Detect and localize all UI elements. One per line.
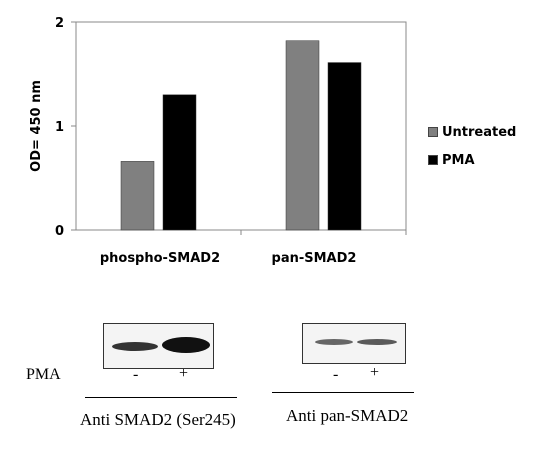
- blot-sign-pan-minus: -: [333, 366, 339, 383]
- y-tick-label: 1: [55, 120, 64, 135]
- legend-item-untreated: Untreated: [428, 118, 516, 146]
- y-tick-label: 2: [55, 16, 64, 31]
- legend-label-untreated: Untreated: [442, 124, 517, 140]
- blot-band-phospho-pma: [162, 337, 210, 353]
- blot-band-phospho-untreated: [112, 342, 158, 351]
- blot-divider-pan: [272, 392, 414, 393]
- blot-image-pan: [302, 323, 406, 364]
- bar-chart: OD= 450 nm 0 1 2 phospho-SMAD2 pan-SMAD2: [29, 16, 407, 266]
- legend-label-pma: PMA: [442, 152, 475, 168]
- y-axis-label: OD= 450 nm: [29, 80, 44, 172]
- bar-pma-1: [327, 62, 362, 231]
- blot-divider-phospho: [85, 397, 237, 398]
- blot-band-pan-pma: [357, 339, 397, 345]
- blot-sign-pan-plus: +: [370, 364, 380, 381]
- blot-image-phospho: [103, 323, 214, 369]
- plot-area: 0 1 2: [55, 16, 407, 239]
- blot-sign-phospho-plus: +: [179, 365, 189, 382]
- y-tick-label: 0: [55, 224, 64, 239]
- bar-pma-0: [162, 94, 197, 231]
- blot-row-label: PMA: [26, 366, 61, 383]
- legend-item-pma: PMA: [428, 146, 516, 174]
- blot-caption-pan: Anti pan-SMAD2: [286, 406, 409, 425]
- blot-band-pan-untreated: [315, 339, 353, 345]
- legend: Untreated PMA: [428, 118, 516, 174]
- bar-untreated-1: [285, 40, 320, 231]
- bar-untreated-0: [120, 161, 155, 231]
- blot-caption-phospho: Anti SMAD2 (Ser245): [80, 410, 236, 429]
- x-tick-label-phospho-smad2: phospho-SMAD2: [100, 251, 220, 266]
- legend-swatch-untreated: [428, 127, 438, 137]
- blot-sign-phospho-minus: -: [133, 366, 139, 383]
- legend-swatch-pma: [428, 155, 438, 165]
- x-tick-label-pan-smad2: pan-SMAD2: [272, 251, 357, 266]
